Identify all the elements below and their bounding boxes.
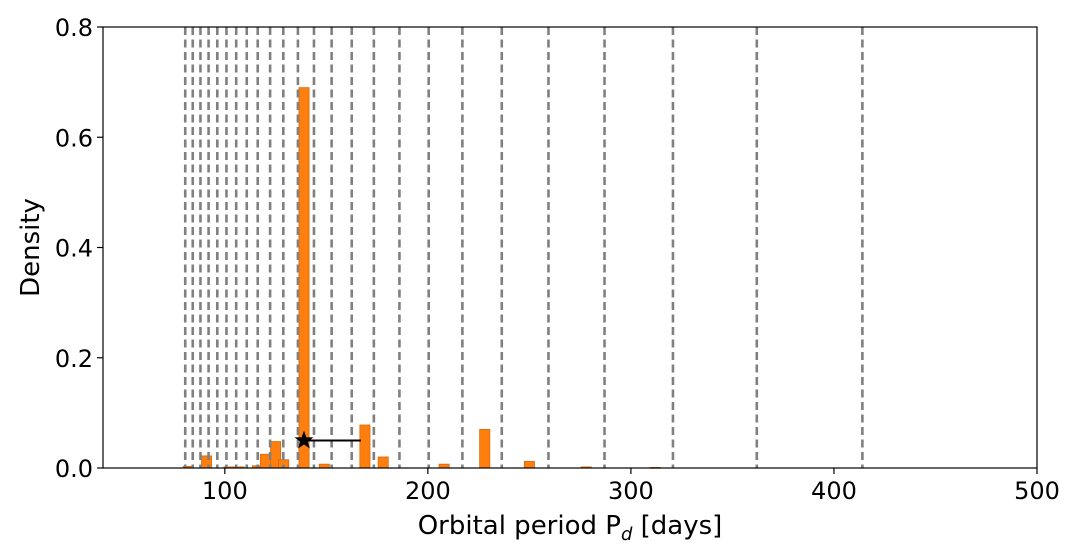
histogram-bars <box>182 87 661 469</box>
y-tick-label: 0.6 <box>55 124 93 152</box>
x-tick-label: 200 <box>405 477 451 505</box>
x-axis-label: Orbital period Pd [days] <box>418 511 723 545</box>
plot-frame <box>102 26 1038 469</box>
measured-period-star-marker <box>294 430 314 449</box>
histogram-bar-14 <box>523 460 535 469</box>
x-axis-label-unit: [days] <box>632 511 722 541</box>
measured-period-marker-group <box>294 430 361 449</box>
histogram-bar-10 <box>359 424 371 469</box>
x-tick-label: 500 <box>1014 477 1060 505</box>
x-tick-label: 400 <box>811 477 857 505</box>
x-axis-label-subscript: d <box>621 524 633 545</box>
x-axis-ticks: 100 200 300 400 500 <box>202 468 1060 505</box>
y-axis-ticks: 0.0 0.2 0.4 0.6 0.8 <box>55 14 103 483</box>
x-tick-label: 300 <box>608 477 654 505</box>
y-tick-label: 0.2 <box>55 345 93 373</box>
histogram-bar-13 <box>479 429 491 469</box>
y-tick-label: 0.4 <box>55 235 93 263</box>
y-tick-label: 0.8 <box>55 14 93 42</box>
histogram-bar-11 <box>377 456 389 469</box>
histogram-bar-1 <box>201 455 213 469</box>
histogram-bar-8 <box>298 87 310 469</box>
x-axis-label-main: Orbital period P <box>418 511 621 541</box>
y-tick-label: 0.0 <box>55 455 93 483</box>
x-tick-label: 100 <box>202 477 248 505</box>
period-alias-lines <box>183 27 864 468</box>
y-axis-label: Density <box>16 198 46 297</box>
